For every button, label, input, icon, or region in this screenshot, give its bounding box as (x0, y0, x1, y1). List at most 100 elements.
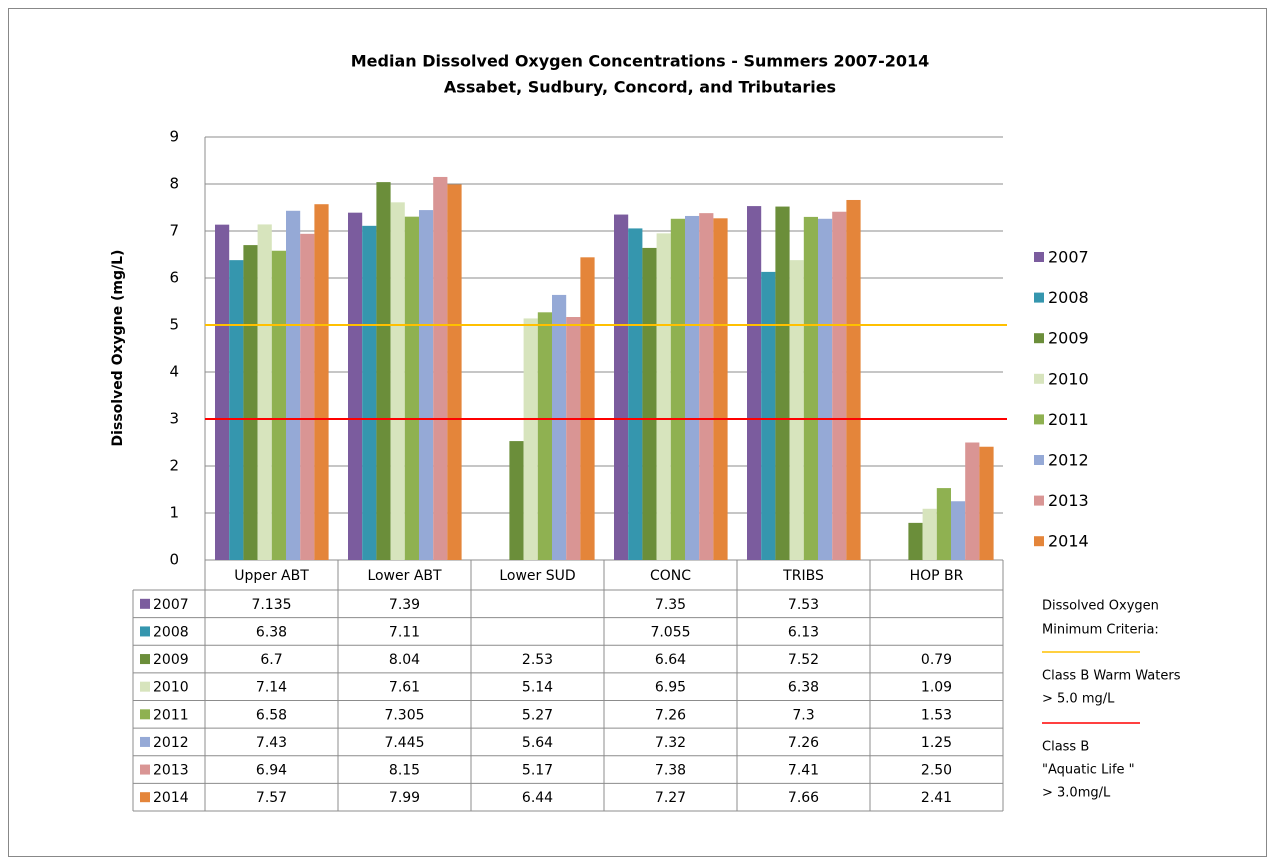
table-cell: 6.94 (256, 763, 287, 779)
table-cell: 7.27 (655, 790, 686, 806)
bar (803, 216, 818, 560)
bar (832, 211, 847, 561)
y-tick-label: 9 (169, 128, 179, 146)
table-cell: 7.57 (256, 790, 287, 806)
table-cell: 8.04 (389, 652, 420, 668)
legend-swatch (1034, 455, 1044, 465)
table-cell: 6.7 (260, 652, 282, 668)
table-cell: 7.14 (256, 680, 287, 696)
y-tick-label: 6 (169, 269, 179, 287)
table-cell: 5.64 (522, 735, 553, 751)
table-cell: 7.445 (384, 735, 424, 751)
table-row-label: 2014 (153, 790, 189, 806)
bar (362, 225, 377, 560)
y-tick-label: 8 (169, 175, 179, 193)
table-cell: 5.17 (522, 763, 553, 779)
bar (376, 182, 391, 560)
y-tick-label: 4 (169, 363, 179, 381)
table-cell: 7.26 (788, 735, 819, 751)
table-legend-swatch (140, 764, 150, 775)
legend-label: 2014 (1048, 532, 1089, 551)
bar (404, 216, 419, 561)
table-legend-swatch (140, 626, 150, 637)
chart-subtitle: Assabet, Sudbury, Concord, and Tributari… (444, 78, 836, 97)
legend-label: 2007 (1048, 248, 1089, 267)
bar (789, 260, 804, 560)
table-cell: 7.135 (251, 597, 291, 613)
bar (243, 245, 258, 560)
table-cell: 0.79 (921, 652, 952, 668)
bar (257, 224, 272, 561)
criteria-label: Class B Warm Waters (1042, 669, 1181, 684)
bar (965, 442, 980, 560)
table-cell: 7.26 (655, 707, 686, 723)
bar (314, 204, 329, 560)
bar (419, 210, 434, 560)
y-tick-label: 2 (169, 457, 179, 475)
table-cell: 6.44 (522, 790, 553, 806)
table-legend-swatch (140, 792, 150, 803)
criteria-label: > 3.0mg/L (1042, 786, 1111, 801)
bar (775, 206, 790, 560)
table-cell: 7.3 (792, 707, 814, 723)
table-cell: 2.53 (522, 652, 553, 668)
table-legend-swatch (140, 598, 150, 609)
table-cell: 7.41 (788, 763, 819, 779)
bar (628, 228, 643, 561)
table-cell: 2.50 (921, 763, 952, 779)
criteria-title: Minimum Criteria: (1042, 623, 1159, 638)
bar (447, 184, 462, 560)
legend-label: 2012 (1048, 451, 1089, 470)
bar (566, 317, 581, 560)
table-legend-swatch (140, 709, 150, 720)
table-cell: 1.25 (921, 735, 952, 751)
table-row-label: 2007 (153, 597, 189, 613)
table-cell: 6.58 (256, 707, 287, 723)
table-cell: 6.64 (655, 652, 686, 668)
bar (656, 233, 671, 560)
table-cell: 6.38 (256, 624, 287, 640)
table-row-label: 2009 (153, 652, 189, 668)
bar (747, 206, 762, 560)
y-tick-label: 7 (169, 222, 179, 240)
bar (685, 215, 700, 560)
table-row-label: 2010 (153, 680, 189, 696)
bar (699, 213, 714, 560)
table-cell: 1.09 (921, 680, 952, 696)
legend-swatch (1034, 495, 1044, 506)
bar (271, 250, 286, 561)
criteria-title: Dissolved Oxygen (1042, 599, 1159, 614)
x-tick-label: Upper ABT (234, 568, 309, 584)
bar (670, 218, 685, 560)
legend-swatch (1034, 292, 1044, 303)
bar (951, 501, 966, 560)
table-cell: 1.53 (921, 707, 952, 723)
table-cell: 7.055 (650, 624, 690, 640)
bar (509, 441, 524, 560)
y-tick-label: 1 (169, 504, 179, 522)
table-legend-swatch (140, 681, 150, 692)
table-cell: 7.305 (384, 707, 424, 723)
x-tick-label: CONC (650, 568, 691, 584)
criteria-label: > 5.0 mg/L (1042, 692, 1115, 707)
bar (818, 218, 833, 560)
x-tick-label: Lower ABT (367, 568, 442, 584)
legend-swatch (1034, 414, 1044, 425)
bar (979, 446, 994, 560)
chart-title: Median Dissolved Oxygen Concentrations -… (351, 52, 929, 71)
bar (614, 214, 629, 561)
table-cell: 7.61 (389, 680, 420, 696)
bar (580, 257, 595, 560)
table-row-label: 2012 (153, 735, 189, 751)
table-cell: 7.52 (788, 652, 819, 668)
table-cell: 2.41 (921, 790, 952, 806)
table-cell: 7.35 (655, 597, 686, 613)
table-cell: 7.43 (256, 735, 287, 751)
table-legend-swatch (140, 654, 150, 665)
y-axis-label: Dissolved Oxygne (mg/L) (110, 250, 126, 447)
bar (523, 318, 538, 560)
legend-swatch (1034, 536, 1044, 547)
table-row-label: 2008 (153, 624, 189, 640)
